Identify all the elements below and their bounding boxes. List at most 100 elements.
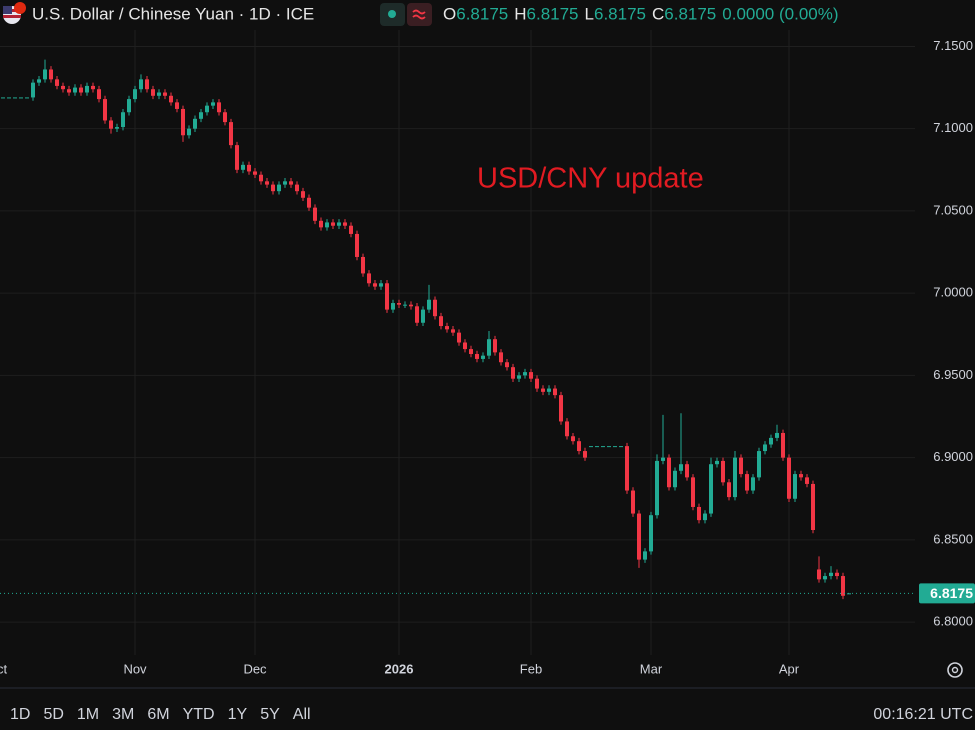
candle-body bbox=[61, 85, 65, 90]
candle-body bbox=[499, 352, 503, 363]
candle-body bbox=[517, 375, 521, 379]
candle-body bbox=[373, 283, 377, 287]
candle-body bbox=[511, 367, 515, 379]
candle-body bbox=[139, 79, 143, 90]
range-button[interactable]: 3M bbox=[112, 706, 134, 723]
candle-body bbox=[445, 326, 449, 330]
candle-body bbox=[757, 451, 761, 478]
candle-body bbox=[67, 89, 71, 93]
candle-body bbox=[571, 436, 575, 442]
candle-body bbox=[259, 174, 263, 182]
candle-body bbox=[181, 108, 185, 136]
candle-body bbox=[817, 569, 821, 580]
candle-body bbox=[805, 477, 809, 484]
range-button[interactable]: All bbox=[293, 706, 311, 723]
candle-body bbox=[343, 222, 347, 226]
candle-body bbox=[19, 97, 23, 99]
candle-body bbox=[49, 69, 53, 80]
y-tick-label: 7.1500 bbox=[933, 38, 973, 53]
ohlc-label: L bbox=[585, 4, 594, 23]
x-tick-label: Nov bbox=[123, 661, 147, 676]
compare-button[interactable] bbox=[407, 3, 432, 26]
candle-body bbox=[91, 85, 95, 90]
candle-body bbox=[541, 388, 545, 392]
candle-body bbox=[763, 444, 767, 452]
ohlc-label: C bbox=[652, 4, 664, 23]
candle-body bbox=[661, 457, 665, 461]
candle-body bbox=[655, 460, 659, 516]
x-tick-label: Dec bbox=[243, 661, 267, 676]
range-button[interactable]: 6M bbox=[147, 706, 169, 723]
candle-body bbox=[283, 181, 287, 185]
candle-body bbox=[745, 474, 749, 491]
candle-body bbox=[97, 89, 101, 100]
candle-body bbox=[721, 460, 725, 483]
ohlc-value: 6.8175 bbox=[594, 4, 646, 23]
y-tick-label: 7.0500 bbox=[933, 202, 973, 217]
candle-body bbox=[175, 102, 179, 109]
candle-body bbox=[385, 283, 389, 310]
range-button[interactable]: 1M bbox=[77, 706, 99, 723]
change-value: 0.0000 (0.00%) bbox=[722, 4, 838, 23]
candle-body bbox=[301, 191, 305, 198]
annotation: USD/CNY update bbox=[477, 163, 704, 195]
compare-icon bbox=[412, 9, 426, 20]
candle-body bbox=[403, 304, 407, 306]
candle-body bbox=[337, 222, 341, 226]
candle-body bbox=[835, 572, 839, 577]
candle-body bbox=[709, 464, 713, 514]
range-button[interactable]: YTD bbox=[183, 706, 215, 723]
candle-body bbox=[481, 355, 485, 359]
candle-body bbox=[295, 184, 299, 192]
candle-body bbox=[685, 464, 689, 478]
candle-body bbox=[523, 372, 527, 376]
candle-body bbox=[487, 339, 491, 356]
candle-body bbox=[211, 102, 215, 106]
candle-body bbox=[673, 470, 677, 488]
x-tick-label: Apr bbox=[779, 661, 800, 676]
candle-body bbox=[235, 145, 239, 170]
candle-body bbox=[415, 306, 419, 323]
candle-body bbox=[631, 490, 635, 514]
y-tick-label: 6.9500 bbox=[933, 367, 973, 382]
candle-body bbox=[241, 164, 245, 170]
candle-body bbox=[55, 79, 59, 86]
ohlc-label: H bbox=[514, 4, 526, 23]
candle-body bbox=[559, 395, 563, 422]
candle-body bbox=[73, 87, 77, 93]
settings-button[interactable] bbox=[947, 662, 963, 678]
candle-body bbox=[169, 95, 173, 103]
candle-body bbox=[289, 181, 293, 185]
ohlc-value: 6.8175 bbox=[664, 4, 716, 23]
candle-body bbox=[715, 460, 719, 465]
candle-body bbox=[607, 446, 611, 448]
candle-body bbox=[361, 256, 365, 274]
x-tick-label: Oct bbox=[0, 661, 7, 676]
candle-body bbox=[841, 576, 845, 596]
candle-body bbox=[349, 225, 353, 234]
range-button[interactable]: 5D bbox=[43, 706, 63, 723]
candle-body bbox=[529, 372, 533, 379]
candle-body bbox=[553, 388, 557, 396]
clock: 00:16:21 UTC bbox=[873, 706, 973, 723]
range-button[interactable]: 1Y bbox=[228, 706, 248, 723]
x-tick-label: Feb bbox=[520, 661, 542, 676]
candle-body bbox=[787, 457, 791, 499]
candle-body bbox=[829, 572, 833, 577]
candle-body bbox=[649, 515, 653, 552]
status-dot bbox=[388, 10, 396, 18]
candle-body bbox=[493, 339, 497, 353]
candle-body bbox=[535, 378, 539, 389]
y-tick-label: 7.1000 bbox=[933, 120, 973, 135]
range-button[interactable]: 1D bbox=[10, 706, 30, 723]
candle-body bbox=[679, 464, 683, 471]
candle-body bbox=[217, 102, 221, 113]
candle-body bbox=[475, 354, 479, 359]
candle-body bbox=[157, 92, 161, 96]
y-tick-label: 6.8500 bbox=[933, 531, 973, 546]
candle-body bbox=[163, 92, 167, 96]
range-button[interactable]: 5Y bbox=[260, 706, 280, 723]
candle-body bbox=[409, 304, 413, 307]
candle-body bbox=[325, 222, 329, 228]
